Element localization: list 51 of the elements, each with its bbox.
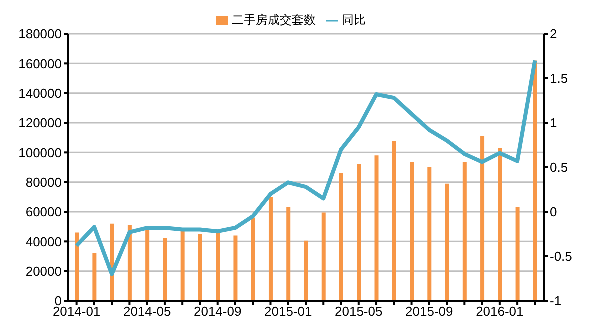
bar: [75, 232, 80, 301]
y-tick-label: 120000: [18, 116, 62, 131]
bar: [180, 231, 185, 301]
bar: [533, 60, 538, 301]
y-tick-label: 100000: [18, 145, 62, 160]
y-tick-label: 140000: [18, 86, 62, 101]
bar: [339, 173, 344, 301]
bar: [286, 208, 291, 301]
y2-tick-label: 2: [550, 26, 558, 42]
y-tick-label: 40000: [26, 234, 62, 250]
bar: [216, 231, 220, 301]
bar: [234, 236, 238, 301]
bar: [410, 162, 414, 301]
bar: [445, 184, 450, 301]
y2-tick-label: -1: [550, 294, 562, 309]
bar: [92, 254, 97, 301]
x-tick-label: 2014-05: [123, 304, 172, 320]
y-tick-label: 60000: [26, 204, 62, 220]
bar: [198, 234, 202, 301]
x-tick-label: 2015-05: [335, 304, 383, 320]
bar: [268, 197, 273, 301]
bar: [322, 212, 326, 301]
y-tick-label: 80000: [26, 174, 62, 190]
bar: [163, 238, 168, 301]
y-tick-label: 20000: [26, 264, 62, 279]
bar: [516, 208, 520, 301]
y-tick-label: 180000: [18, 26, 62, 42]
x-tick-label: 2015-01: [264, 304, 312, 320]
legend-label: 二手房成交套数: [232, 13, 316, 27]
bar: [392, 142, 396, 301]
y2-tick-label: 1: [550, 116, 558, 131]
bar: [480, 136, 485, 301]
bar: [374, 156, 379, 301]
y2-tick-label: 0.5: [550, 160, 568, 176]
bar: [304, 240, 308, 301]
line-series: [74, 58, 538, 276]
x-tick-label: 2015-09: [406, 304, 454, 320]
x-tick-label: 2014-09: [194, 304, 242, 320]
bar: [128, 225, 132, 301]
bar: [146, 230, 150, 301]
x-tick-label: 2016-01: [476, 304, 524, 320]
bar: [428, 168, 432, 301]
y2-tick-label: 1.5: [550, 71, 568, 86]
bar: [462, 162, 467, 301]
bar: [498, 148, 502, 301]
y2-tick-label: 0: [550, 204, 558, 220]
bar: [251, 218, 256, 301]
y-tick-label: 160000: [18, 56, 62, 72]
bar: [357, 164, 362, 301]
y2-tick-label: -0.5: [550, 249, 572, 264]
legend-label: 同比: [342, 13, 366, 27]
